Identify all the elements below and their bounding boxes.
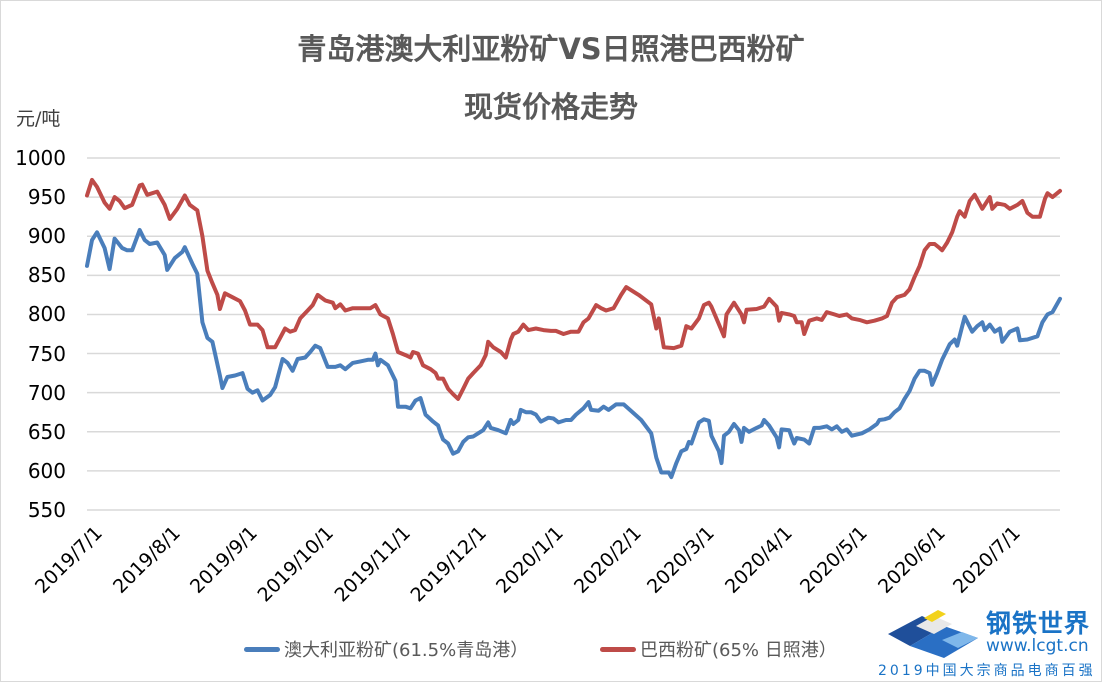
legend-label-australia: 澳大利亚粉矿(61.5%青岛港） (284, 640, 529, 661)
chart-title-line2: 现货价格走势 (463, 90, 638, 124)
legend-item-australia: 澳大利亚粉矿(61.5%青岛港） (244, 636, 528, 662)
gridlines (87, 157, 1060, 511)
y-tick-label: 850 (27, 263, 66, 288)
watermark-url: www.lcgt.cn (986, 636, 1089, 656)
y-tick-label: 750 (27, 341, 66, 366)
watermark-logo: 钢铁世界 www.lcgt.cn 2019中国大宗商品电商百强 (878, 604, 1102, 682)
y-tick-label: 1000 (15, 146, 66, 170)
watermark-slogan: 2019中国大宗商品电商百强 (878, 663, 1096, 679)
y-tick-label: 600 (27, 458, 66, 483)
chart-title-line1: 青岛港澳大利亚粉矿VS日照港巴西粉矿 (297, 32, 805, 66)
legend-swatch-brazil (600, 646, 636, 652)
legend-item-brazil: 巴西粉矿(65% 日照港） (600, 636, 837, 662)
y-tick-label: 900 (27, 224, 66, 249)
watermark-brand: 钢铁世界 (986, 609, 1091, 638)
y-axis-unit-label: 元/吨 (16, 108, 61, 130)
series-line-australia (85, 228, 1062, 480)
y-tick-label: 800 (27, 302, 66, 327)
y-tick-label: 650 (27, 419, 66, 444)
logo-emblem-icon (888, 610, 978, 658)
y-tick-label: 700 (27, 380, 66, 405)
legend-label-brazil: 巴西粉矿(65% 日照港） (640, 640, 837, 661)
y-tick-label: 950 (27, 185, 66, 210)
y-tick-label: 550 (27, 498, 66, 522)
series-line-brazil (85, 177, 1062, 401)
legend-swatch-australia (244, 646, 280, 652)
